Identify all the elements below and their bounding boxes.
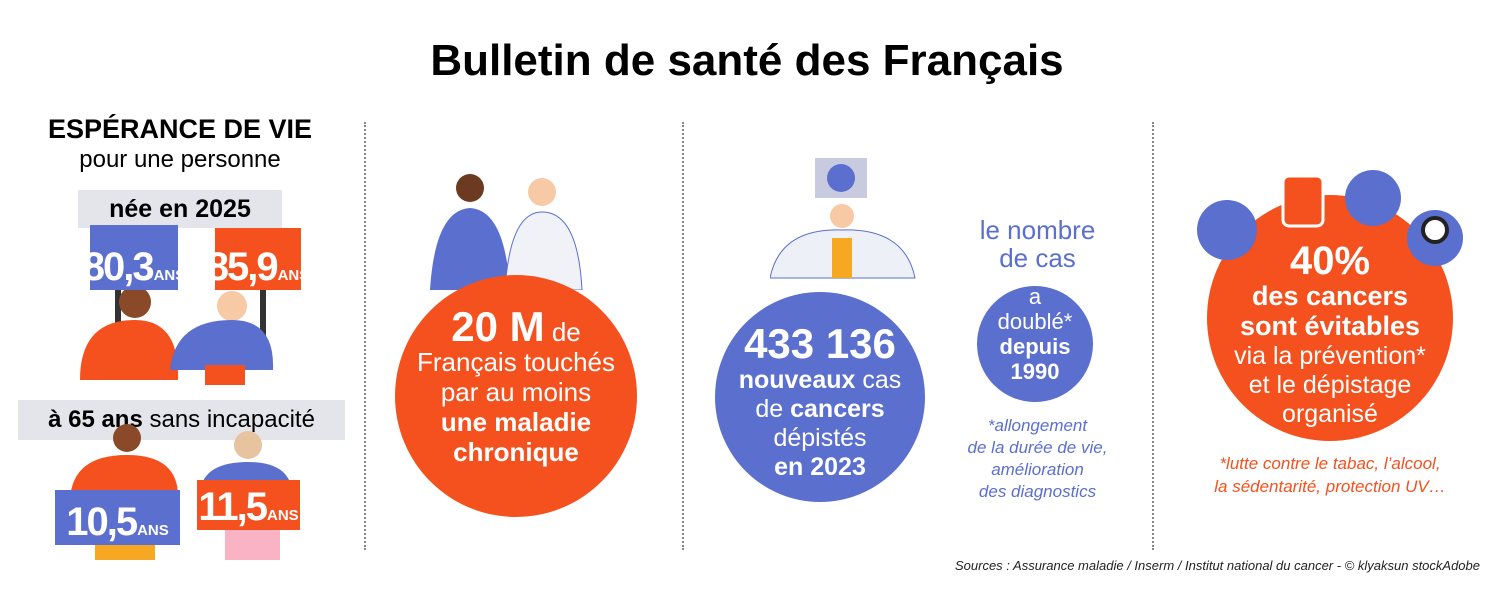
illustration — [430, 174, 583, 290]
text: par au moins — [440, 377, 592, 407]
text: organisé — [1282, 400, 1378, 428]
stat-text: 433 136 nouveaux cas de cancers dépistés… — [715, 322, 925, 482]
text: une maladie — [440, 407, 592, 437]
life-sign: 80,3 ANS — [83, 225, 185, 290]
text: *allongement — [987, 416, 1088, 435]
text: dépistés — [773, 424, 867, 452]
age65-label: à 65 ans sans incapacité — [18, 400, 345, 440]
text: le nombre — [979, 215, 1096, 245]
text: de — [755, 395, 784, 423]
text: 433 136 — [744, 320, 896, 367]
text: chronique — [453, 437, 579, 467]
text: ANS — [153, 267, 186, 284]
note: *allongement de la durée de vie, améliorat… — [950, 415, 1125, 503]
text: ANS — [266, 507, 299, 524]
text: de cas — [999, 243, 1076, 273]
text: ANS — [137, 522, 169, 539]
text: 10,5 — [66, 500, 138, 544]
text: depuis — [999, 334, 1071, 359]
stat-circle — [715, 292, 925, 502]
text: sont évitables — [1239, 311, 1421, 341]
text: la sédentarité, protection UV… — [1214, 477, 1446, 496]
text: nouveaux — [738, 366, 856, 394]
sources: Sources : Assurance maladie / Inserm / I… — [954, 558, 1480, 573]
text: 1990 — [1010, 359, 1060, 384]
side-text: a doublé* depuis 1990 — [977, 284, 1093, 384]
stat-circle — [395, 275, 637, 517]
panel-subheading: pour une personne — [79, 146, 281, 173]
text: cas — [862, 366, 902, 394]
divider — [364, 122, 366, 550]
text: doublé* — [997, 309, 1073, 334]
text: 11,5 — [198, 485, 268, 529]
life-sign: 85,9 ANS — [207, 228, 309, 290]
panel-heading: ESPÉRANCE DE VIE — [47, 114, 313, 144]
text: 20 M — [451, 303, 545, 350]
divider — [682, 122, 684, 550]
life-sign: 10,5 ANS — [55, 490, 180, 545]
stat-text: 20 M de Français touchés par au moins une… — [395, 306, 637, 468]
illustration — [1197, 170, 1463, 266]
text: de — [551, 317, 581, 347]
side-circle — [977, 286, 1093, 402]
text: cancers — [790, 395, 885, 423]
text: des diagnostics — [978, 482, 1097, 501]
text: 85,9 — [206, 245, 279, 289]
text: en 2023 — [774, 453, 866, 481]
text: ANS — [277, 267, 310, 284]
text: via la prévention* — [1234, 342, 1426, 370]
divider — [1152, 122, 1154, 550]
stat-text: 40% des cancers sont évitables via la pré… — [1207, 240, 1453, 429]
text: des cancers — [1251, 281, 1409, 311]
illustration — [80, 286, 274, 385]
illustration — [770, 158, 916, 279]
text: sans incapacité — [149, 406, 315, 433]
text: *lutte contre le tabac, l’alcool, — [1219, 454, 1441, 473]
text: et le dépistage — [1248, 371, 1412, 399]
note: *lutte contre le tabac, l’alcool, la séde… — [1180, 452, 1480, 498]
life-sign: 11,5 ANS — [197, 480, 300, 530]
text: Français touchés — [417, 347, 615, 377]
side-heading: le nombre de cas — [960, 216, 1115, 272]
text: de la durée de vie, — [967, 438, 1108, 457]
text: amélioration — [991, 460, 1084, 479]
text: a — [1028, 284, 1042, 309]
text: 40% — [1289, 239, 1371, 283]
title: Bulletin de santé des Français — [430, 36, 1064, 85]
text: 80,3 — [82, 245, 155, 289]
born-label: née en 2025 — [78, 190, 282, 228]
